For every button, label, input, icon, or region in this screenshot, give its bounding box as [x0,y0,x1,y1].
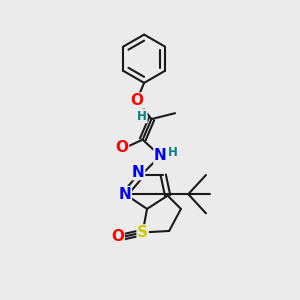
Text: N: N [154,148,167,164]
Text: N: N [132,165,145,180]
Text: N: N [118,187,131,202]
Text: O: O [111,230,124,244]
Text: S: S [137,225,148,240]
Text: H: H [137,110,147,123]
Text: O: O [116,140,128,154]
Text: O: O [130,93,143,108]
Text: H: H [168,146,178,159]
